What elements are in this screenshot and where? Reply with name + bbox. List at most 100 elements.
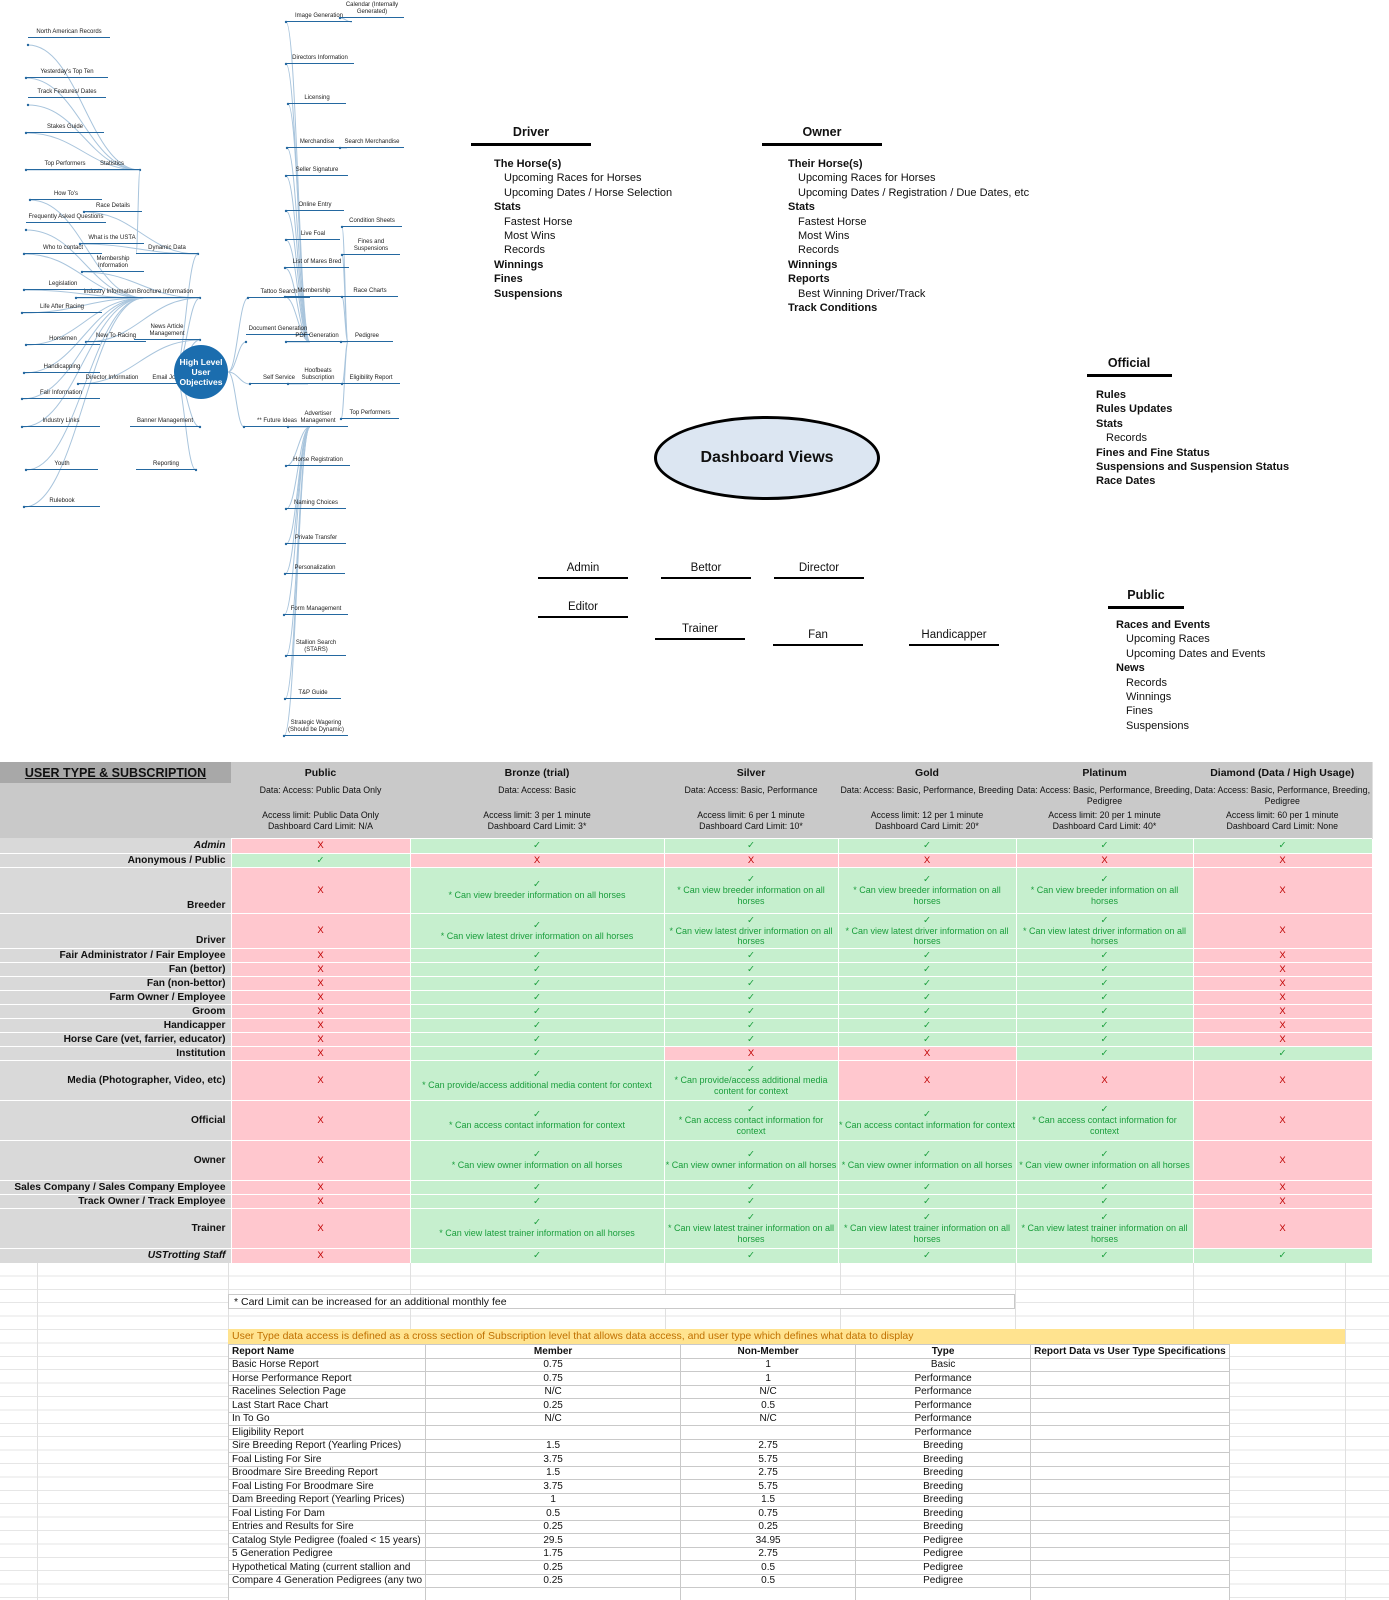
access-cell[interactable]: ✓ bbox=[837, 989, 1017, 1005]
report-cell[interactable]: Racelines Selection Page bbox=[227, 1384, 427, 1399]
report-cell[interactable] bbox=[1030, 1506, 1230, 1521]
user-type-label[interactable]: Official bbox=[0, 1100, 231, 1141]
access-cell[interactable]: X bbox=[1192, 866, 1373, 914]
access-cell[interactable]: X bbox=[230, 961, 411, 977]
access-cell[interactable]: X bbox=[1192, 1031, 1373, 1047]
access-cell[interactable]: ✓ bbox=[1015, 1193, 1194, 1209]
tier-meta-3[interactable]: Data: Access: Basic, Performance, Breedi… bbox=[838, 783, 1016, 838]
access-cell[interactable]: ✓ * Can access contact information for co… bbox=[1015, 1099, 1194, 1141]
access-cell[interactable]: ✓ * Can access contact information for co… bbox=[837, 1099, 1017, 1141]
access-cell[interactable]: X bbox=[230, 1017, 411, 1033]
tier-meta-0[interactable]: Data: Access: Public Data Only Access lim… bbox=[231, 783, 410, 838]
access-cell[interactable]: ✓ bbox=[409, 947, 665, 963]
access-cell[interactable]: X bbox=[1192, 912, 1373, 949]
report-cell[interactable]: 5 Generation Pedigree bbox=[227, 1546, 427, 1561]
access-cell[interactable]: ✓ * Can view latest trainer information o… bbox=[1015, 1207, 1194, 1249]
tier-header-5[interactable]: Diamond (Data / High Usage) bbox=[1193, 762, 1372, 783]
access-cell[interactable]: X bbox=[409, 852, 665, 868]
report-cell[interactable]: 2.75 bbox=[680, 1438, 857, 1453]
access-cell[interactable]: ✓ bbox=[837, 1247, 1017, 1264]
access-cell[interactable]: X bbox=[230, 837, 411, 854]
access-cell[interactable]: X bbox=[230, 1247, 411, 1264]
access-cell[interactable]: X bbox=[230, 947, 411, 963]
report-cell[interactable]: 0.75 bbox=[425, 1371, 682, 1386]
user-type-label[interactable]: Groom bbox=[0, 1004, 231, 1019]
access-cell[interactable]: ✓ bbox=[837, 1017, 1017, 1033]
access-cell[interactable]: ✓ bbox=[663, 837, 839, 854]
report-cell[interactable] bbox=[1030, 1384, 1230, 1399]
access-cell[interactable]: X bbox=[230, 989, 411, 1005]
access-cell[interactable]: ✓ * Can view latest trainer information o… bbox=[663, 1207, 839, 1249]
report-cell[interactable] bbox=[1030, 1560, 1230, 1575]
report-cell[interactable] bbox=[1030, 1452, 1230, 1467]
access-cell[interactable]: X bbox=[230, 1179, 411, 1195]
report-cell[interactable]: 2.75 bbox=[680, 1546, 857, 1561]
access-cell[interactable]: ✓ bbox=[837, 837, 1017, 854]
report-cell[interactable]: Basic Horse Report bbox=[227, 1357, 427, 1372]
user-type-label[interactable]: Sales Company / Sales Company Employee bbox=[0, 1180, 231, 1195]
access-cell[interactable]: ✓ bbox=[1015, 1017, 1194, 1033]
access-cell[interactable]: ✓ bbox=[409, 975, 665, 991]
access-cell[interactable]: X bbox=[230, 1031, 411, 1047]
report-cell[interactable]: 5.75 bbox=[680, 1452, 857, 1467]
report-cell[interactable] bbox=[1030, 1411, 1230, 1426]
access-cell[interactable]: X bbox=[1192, 1139, 1373, 1181]
access-cell[interactable]: ✓ bbox=[409, 1003, 665, 1019]
access-cell[interactable]: ✓ * Can provide/access additional media c… bbox=[409, 1059, 665, 1101]
report-cell[interactable]: Breeding bbox=[855, 1452, 1032, 1467]
access-cell[interactable]: ✓ bbox=[663, 947, 839, 963]
report-cell[interactable]: Compare 4 Generation Pedigrees (any two bbox=[227, 1573, 427, 1588]
report-cell[interactable] bbox=[1030, 1465, 1230, 1480]
report-cell[interactable]: 0.25 bbox=[425, 1560, 682, 1575]
report-cell[interactable]: Foal Listing For Dam bbox=[227, 1506, 427, 1521]
report-cell[interactable]: Sire Breeding Report (Yearling Prices) bbox=[227, 1438, 427, 1453]
report-cell[interactable]: Broodmare Sire Breeding Report bbox=[227, 1465, 427, 1480]
report-cell[interactable]: N/C bbox=[680, 1384, 857, 1399]
user-type-label[interactable]: Fan (bettor) bbox=[0, 962, 231, 977]
report-cell[interactable]: 3.75 bbox=[425, 1479, 682, 1494]
access-cell[interactable]: ✓ bbox=[409, 1045, 665, 1061]
empty-cell[interactable] bbox=[227, 1587, 427, 1600]
access-cell[interactable]: ✓ bbox=[409, 961, 665, 977]
access-cell[interactable]: ✓ bbox=[663, 1247, 839, 1264]
access-cell[interactable]: ✓ bbox=[409, 1031, 665, 1047]
user-type-label[interactable]: Horse Care (vet, farrier, educator) bbox=[0, 1032, 231, 1047]
report-cell[interactable]: 1.75 bbox=[425, 1546, 682, 1561]
access-cell[interactable]: ✓ bbox=[837, 947, 1017, 963]
access-cell[interactable]: ✓ * Can access contact information for co… bbox=[663, 1099, 839, 1141]
access-cell[interactable]: ✓ bbox=[409, 989, 665, 1005]
report-cell[interactable]: Breeding bbox=[855, 1506, 1032, 1521]
report-cell[interactable]: Basic bbox=[855, 1357, 1032, 1372]
report-cell[interactable]: 0.25 bbox=[425, 1398, 682, 1413]
empty-cell[interactable] bbox=[855, 1587, 1032, 1600]
access-cell[interactable]: ✓ bbox=[409, 1247, 665, 1264]
tier-header-1[interactable]: Bronze (trial) bbox=[410, 762, 664, 783]
user-type-label[interactable]: Media (Photographer, Video, etc) bbox=[0, 1060, 231, 1101]
user-type-label[interactable]: Farm Owner / Employee bbox=[0, 990, 231, 1005]
report-cell[interactable] bbox=[1030, 1492, 1230, 1507]
report-cell[interactable]: Horse Performance Report bbox=[227, 1371, 427, 1386]
access-cell[interactable]: ✓ * Can provide/access additional media c… bbox=[663, 1059, 839, 1101]
access-cell[interactable]: ✓ bbox=[1015, 1247, 1194, 1264]
tier-header-2[interactable]: Silver bbox=[664, 762, 838, 783]
access-cell[interactable]: ✓ bbox=[409, 1017, 665, 1033]
report-cell[interactable]: 0.5 bbox=[425, 1506, 682, 1521]
report-cell[interactable]: Pedigree bbox=[855, 1533, 1032, 1548]
report-cell[interactable] bbox=[680, 1425, 857, 1440]
report-cell[interactable]: 0.75 bbox=[680, 1506, 857, 1521]
tier-header-4[interactable]: Platinum bbox=[1016, 762, 1193, 783]
tier-meta-1[interactable]: Data: Access: Basic Access limit: 3 per 1… bbox=[410, 783, 664, 838]
report-cell[interactable] bbox=[1030, 1357, 1230, 1372]
access-cell[interactable]: ✓ bbox=[837, 1031, 1017, 1047]
report-cell[interactable]: 0.25 bbox=[680, 1519, 857, 1534]
access-cell[interactable]: ✓ bbox=[409, 1179, 665, 1195]
report-cell[interactable]: 0.5 bbox=[680, 1573, 857, 1588]
access-cell[interactable]: ✓ * Can view owner information on all hor… bbox=[663, 1139, 839, 1181]
access-cell[interactable]: ✓ bbox=[1015, 989, 1194, 1005]
report-cell[interactable]: 1 bbox=[680, 1371, 857, 1386]
report-cell[interactable]: Performance bbox=[855, 1398, 1032, 1413]
report-cell[interactable] bbox=[1030, 1519, 1230, 1534]
user-type-label[interactable]: Driver bbox=[0, 913, 231, 949]
report-cell[interactable]: Performance bbox=[855, 1425, 1032, 1440]
user-type-label[interactable]: Fan (non-bettor) bbox=[0, 976, 231, 991]
